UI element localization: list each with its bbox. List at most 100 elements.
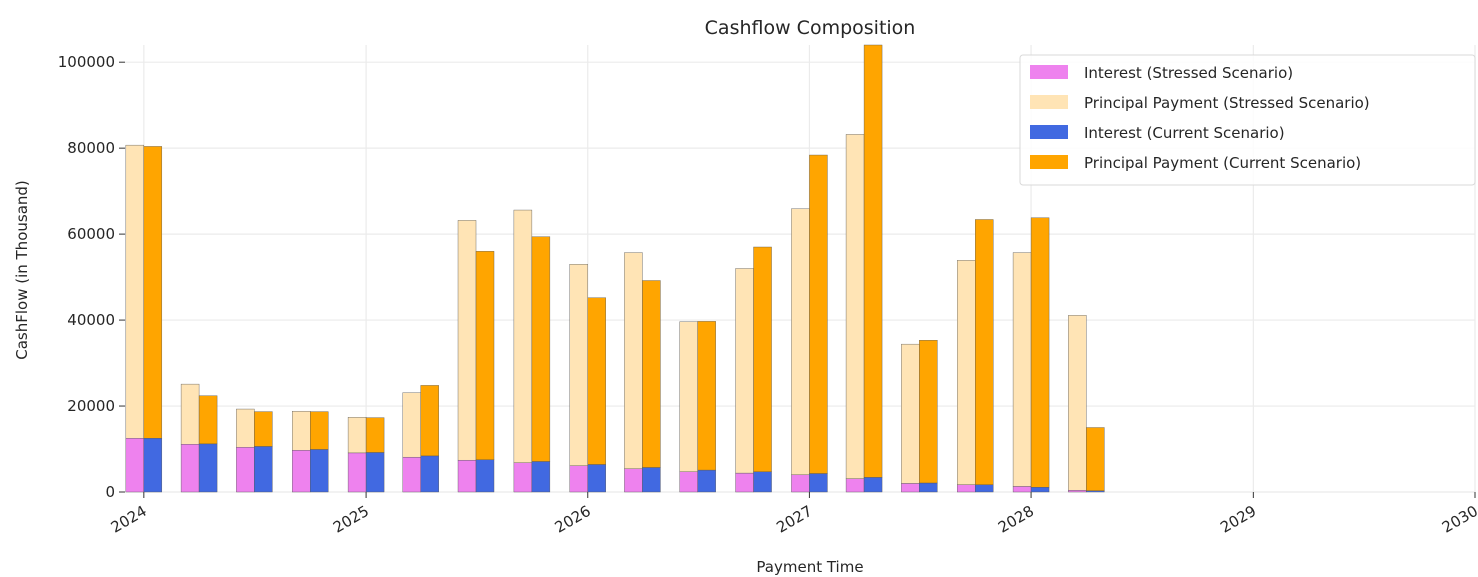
y-tick-label: 100000 (58, 53, 115, 71)
bar-interest-current (587, 464, 606, 493)
bar-interest-stressed (457, 459, 477, 493)
bar-principal-stressed (457, 220, 477, 461)
bar-interest-stressed (180, 444, 200, 493)
bar-principal-stressed (125, 144, 145, 439)
bar-interest-stressed (845, 478, 865, 493)
bar-interest-stressed (957, 484, 976, 493)
bar-interest-current (642, 467, 661, 493)
bar-principal-stressed (402, 392, 421, 458)
x-tick-label: 2028 (995, 502, 1037, 537)
x-tick-label: 2027 (773, 502, 815, 537)
bar-interest-current (753, 471, 772, 493)
legend-swatch (1030, 155, 1068, 169)
bar-interest-current (919, 482, 938, 493)
y-tick-label: 80000 (67, 139, 115, 157)
bar-principal-current (809, 154, 828, 474)
bar-principal-stressed (791, 208, 810, 476)
legend-label: Principal Payment (Current Scenario) (1084, 154, 1361, 172)
bar-principal-current (254, 411, 273, 447)
legend-box (1019, 54, 1476, 186)
x-axis-label: Payment Time (756, 558, 863, 576)
bar-interest-stressed (513, 462, 533, 493)
bar-principal-current (587, 297, 606, 465)
x-tick-label: 2030 (1439, 502, 1478, 537)
bar-interest-current (1030, 487, 1050, 493)
bar-interest-current (697, 469, 716, 493)
bar-interest-current (254, 446, 273, 493)
bar-principal-stressed (1012, 252, 1032, 487)
bar-principal-current (475, 251, 495, 460)
x-tick-label: 2029 (1217, 502, 1259, 537)
bars (125, 44, 1105, 493)
x-tick-label: 2026 (552, 502, 594, 537)
bar-principal-stressed (347, 417, 367, 454)
bar-interest-stressed (735, 472, 754, 493)
bar-principal-current (753, 246, 772, 472)
bar-principal-stressed (513, 209, 533, 463)
bar-principal-stressed (679, 321, 698, 472)
y-tick-label: 0 (105, 483, 115, 501)
legend-label: Interest (Stressed Scenario) (1084, 64, 1293, 82)
legend-swatch (1030, 95, 1068, 109)
bar-principal-current (531, 236, 551, 462)
legend-swatch (1030, 65, 1068, 79)
bar-principal-current (143, 146, 163, 439)
bar-principal-current (642, 280, 661, 468)
bar-interest-stressed (125, 438, 145, 493)
bar-interest-current (863, 477, 883, 493)
legend-label: Interest (Current Scenario) (1084, 124, 1285, 142)
bar-interest-current (475, 459, 495, 493)
bar-interest-current (809, 473, 828, 493)
bar-interest-stressed (569, 465, 588, 493)
y-axis-label: CashFlow (in Thousand) (13, 180, 31, 360)
bar-interest-current (420, 455, 439, 493)
bar-principal-current (919, 340, 938, 484)
chart-title: Cashflow Composition (705, 17, 916, 39)
bar-interest-stressed (901, 483, 920, 493)
bar-principal-stressed (845, 134, 865, 479)
bar-interest-current (531, 461, 551, 493)
legend-swatch (1030, 125, 1068, 139)
bar-principal-current (863, 44, 883, 478)
bar-interest-stressed (624, 468, 643, 493)
bar-interest-current (143, 438, 163, 493)
bar-principal-stressed (735, 268, 754, 474)
bar-interest-stressed (791, 474, 810, 493)
bar-principal-current (1030, 217, 1050, 488)
bar-interest-stressed (402, 456, 421, 493)
bar-interest-stressed (236, 447, 255, 493)
bar-principal-stressed (901, 343, 920, 484)
bar-interest-stressed (1068, 490, 1087, 493)
bar-principal-current (420, 385, 439, 457)
bar-principal-stressed (624, 252, 643, 469)
bar-principal-current (1086, 427, 1105, 491)
bar-principal-current (198, 395, 218, 445)
bar-interest-stressed (292, 450, 311, 493)
bar-principal-stressed (236, 408, 255, 448)
bar-principal-current (697, 321, 716, 471)
y-tick-label: 20000 (67, 397, 115, 415)
bar-principal-stressed (957, 260, 976, 485)
bar-interest-stressed (1012, 486, 1032, 493)
bar-principal-stressed (180, 383, 200, 445)
x-tick-label: 2024 (108, 502, 150, 537)
bar-principal-stressed (1068, 315, 1087, 491)
bar-principal-stressed (292, 410, 311, 451)
y-tick-label: 40000 (67, 311, 115, 329)
bar-interest-stressed (679, 471, 698, 493)
bar-principal-stressed (569, 264, 588, 466)
bar-interest-current (198, 443, 218, 493)
legend: Interest (Stressed Scenario) Principal Pa… (1019, 54, 1476, 186)
bar-principal-current (365, 417, 385, 453)
y-tick-label: 60000 (67, 225, 115, 243)
bar-principal-current (310, 411, 329, 450)
bar-interest-current (365, 452, 385, 493)
bar-interest-current (975, 484, 994, 493)
bar-principal-current (975, 219, 994, 485)
bar-interest-stressed (347, 452, 367, 493)
bar-interest-current (310, 449, 329, 493)
legend-label: Principal Payment (Stressed Scenario) (1084, 94, 1370, 112)
x-tick-label: 2025 (330, 502, 372, 537)
